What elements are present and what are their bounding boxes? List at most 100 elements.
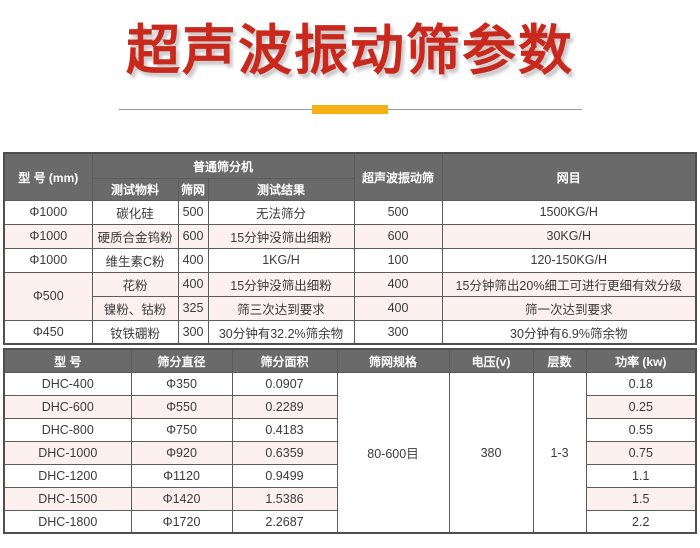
column-header-ultrasonic-sifter: 超声波振动筛 <box>353 152 443 201</box>
table-cell: 400 <box>177 247 209 273</box>
table-cell: 0.9499 <box>231 463 338 488</box>
table-cell: Φ750 <box>130 417 233 442</box>
page-title: 超声波振动筛参数 <box>123 18 575 84</box>
table-cell: Φ1000 <box>3 223 93 249</box>
table-row: Φ500 花粉 400 15分钟没筛出细粉 400 15分钟筛出20%细工可进行… <box>3 271 697 321</box>
table-cell: DHC-1800 <box>3 509 132 534</box>
table-cell: Φ350 <box>130 371 233 396</box>
merged-cell-mesh-spec: 80-600目 <box>336 371 450 534</box>
table-cell: DHC-1200 <box>3 463 132 488</box>
table-row: 镍粉、钴粉 325 筛三次达到要求 400 筛一次达到要求 <box>4 295 697 321</box>
sifter-comparison-table: 型 号 (mm) 普通筛分机 超声波振动筛 网目 测试物料 筛网 测试结果 Φ1… <box>3 152 697 346</box>
table-cell: 30KG/H <box>441 223 697 249</box>
divider-accent-bar <box>312 105 388 115</box>
table-cell: 镍粉、钴粉 <box>91 295 179 321</box>
table-cell: 无法筛分 <box>207 199 355 225</box>
column-header-mesh: 筛网 <box>177 177 209 201</box>
column-header-power: 功率 (kw) <box>585 348 697 373</box>
table-cell: DHC-1500 <box>3 486 132 511</box>
merged-cell-voltage: 380 <box>448 371 534 534</box>
table-cell: 15分钟没筛出细粉 <box>207 223 355 249</box>
table-header-row: 型 号 筛分直径 筛分面积 筛网规格 电压(v) 层数 功率 (kw) <box>3 348 697 373</box>
table-cell: 筛三次达到要求 <box>207 295 355 321</box>
table-cell: 600 <box>177 223 209 249</box>
table-cell: 1.5 <box>585 486 697 511</box>
table-cell: DHC-600 <box>3 394 132 419</box>
table-cell: 120-150KG/H <box>441 247 697 273</box>
table-cell: Φ1720 <box>130 509 233 534</box>
title-divider <box>118 105 582 115</box>
column-header-model: 型 号 <box>3 348 132 373</box>
table-cell: 400 <box>177 271 209 297</box>
table-header-row: 型 号 (mm) 普通筛分机 超声波振动筛 网目 <box>3 152 697 201</box>
table-cell: 0.4183 <box>231 417 338 442</box>
table-row: Φ450 钕铁硼粉 300 30分钟有32.2%筛余物 300 30分钟有6.9… <box>3 319 697 345</box>
table-cell: 15分钟筛出20%细工可进行更细有效分级 <box>441 271 697 297</box>
table-cell: 1500KG/H <box>441 199 697 225</box>
table-cell: Φ920 <box>130 440 233 465</box>
column-header-layers: 层数 <box>532 348 587 373</box>
table-row: DHC-1500 Φ1420 1.5386 1.5 <box>3 486 697 511</box>
column-header-mesh-spec: 筛网规格 <box>336 348 450 373</box>
table-cell: 钕铁硼粉 <box>91 319 179 345</box>
table-cell: 30分钟有32.2%筛余物 <box>207 319 355 345</box>
table-cell: 硬质合金钨粉 <box>91 223 179 249</box>
table-cell: 0.0907 <box>231 371 338 396</box>
table-cell: DHC-1000 <box>3 440 132 465</box>
content-area: 型 号 (mm) 普通筛分机 超声波振动筛 网目 测试物料 筛网 测试结果 Φ1… <box>0 152 700 535</box>
table-cell: 15分钟没筛出细粉 <box>207 271 355 297</box>
table-cell: 400 <box>353 271 443 297</box>
column-header-screen-diameter: 筛分直径 <box>130 348 233 373</box>
table-cell: 碳化硅 <box>91 199 179 225</box>
table-cell: 筛一次达到要求 <box>441 295 697 321</box>
table-cell: 500 <box>177 199 209 225</box>
table-cell: 0.6359 <box>231 440 338 465</box>
table-cell: 300 <box>353 319 443 345</box>
table-row: Φ1000 硬质合金钨粉 600 15分钟没筛出细粉 600 30KG/H <box>3 223 697 249</box>
table-cell: 0.55 <box>585 417 697 442</box>
table-cell: Φ550 <box>130 394 233 419</box>
merged-cell-layers: 1-3 <box>532 371 587 534</box>
table-row: Φ1000 维生素C粉 400 1KG/H 100 120-150KG/H <box>3 247 697 273</box>
table-cell: DHC-800 <box>3 417 132 442</box>
table-cell: 0.25 <box>585 394 697 419</box>
table-row: Φ1000 碳化硅 500 无法筛分 500 1500KG/H <box>3 199 697 225</box>
table-cell: 325 <box>177 295 209 321</box>
table-cell: 1.5386 <box>231 486 338 511</box>
table-cell: DHC-400 <box>3 371 132 396</box>
table-cell: 30分钟有6.9%筛余物 <box>441 319 697 345</box>
table-cell: 1KG/H <box>207 247 355 273</box>
column-header-voltage: 电压(v) <box>448 348 534 373</box>
column-header-screen-area: 筛分面积 <box>231 348 338 373</box>
table-cell: 100 <box>353 247 443 273</box>
table-cell: Φ1000 <box>3 199 93 225</box>
column-header-model: 型 号 (mm) <box>3 152 93 201</box>
table-cell: 300 <box>177 319 209 345</box>
table-cell: Φ1120 <box>130 463 233 488</box>
table-cell: 0.75 <box>585 440 697 465</box>
table-cell: Φ1420 <box>130 486 233 511</box>
table-cell: Φ1000 <box>3 247 93 273</box>
table-cell: 2.2 <box>585 509 697 534</box>
table-cell: 500 <box>353 199 443 225</box>
table-row: DHC-1200 Φ1120 0.9499 1.1 <box>3 463 697 488</box>
table-cell: 维生素C粉 <box>91 247 179 273</box>
table-cell: 600 <box>353 223 443 249</box>
table-row: DHC-1000 Φ920 0.6359 0.75 <box>3 440 697 465</box>
column-header-mesh-count: 网目 <box>441 152 697 201</box>
table-cell: 花粉 <box>91 271 179 297</box>
table-cell: Φ500 <box>3 271 93 321</box>
table-cell: Φ450 <box>3 319 93 345</box>
column-header-ordinary-sifter-group: 普通筛分机 <box>91 152 355 179</box>
page-header: 超声波振动筛参数 <box>0 0 700 115</box>
column-header-test-result: 测试结果 <box>207 177 355 201</box>
table-row: DHC-1800 Φ1720 2.2687 2.2 <box>3 509 697 534</box>
table-row: DHC-400 Φ350 0.0907 80-600目 380 1-3 0.18 <box>3 371 697 534</box>
model-spec-table: 型 号 筛分直径 筛分面积 筛网规格 电压(v) 层数 功率 (kw) DHC-… <box>3 348 697 535</box>
table-cell: 1.1 <box>585 463 697 488</box>
table-cell: 400 <box>353 295 443 321</box>
column-header-test-material: 测试物料 <box>91 177 179 201</box>
table-cell: 2.2687 <box>231 509 338 534</box>
table-cell: 0.2289 <box>231 394 338 419</box>
table-cell: 0.18 <box>585 371 697 396</box>
